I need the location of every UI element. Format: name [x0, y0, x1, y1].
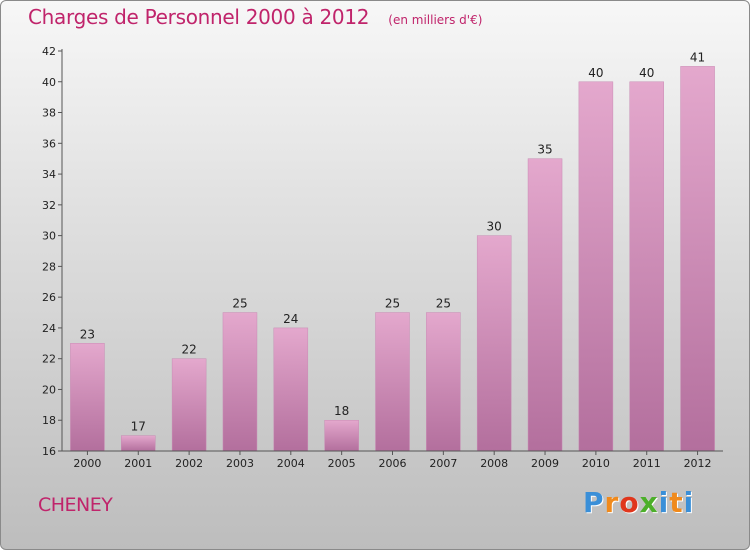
- y-tick-label: 24: [42, 322, 56, 335]
- x-tick-label: 2002: [175, 457, 203, 470]
- bar: [527, 158, 563, 452]
- bar: [476, 235, 512, 452]
- x-tick-label: 2003: [226, 457, 254, 470]
- x-tick-label: 2000: [73, 457, 101, 470]
- bar: [375, 312, 410, 452]
- value-label: 25: [436, 297, 451, 311]
- bar: [273, 327, 309, 452]
- bar: [680, 66, 715, 452]
- y-tick-label: 20: [42, 383, 56, 396]
- value-label: 41: [690, 50, 705, 64]
- bar: [426, 312, 461, 452]
- value-label: 17: [131, 420, 146, 434]
- y-tick-label: 26: [42, 291, 56, 304]
- x-tick-label: 2008: [480, 457, 508, 470]
- x-tick-label: 2012: [684, 457, 712, 470]
- labels-group: 16 18 20 22 24 26 28 30 32 34 36 38 40 42 2000 23 2001 17…: [42, 45, 712, 470]
- brand-letter: x: [639, 486, 659, 519]
- y-tick-label: 28: [42, 260, 56, 273]
- value-label: 30: [487, 220, 502, 234]
- title-row: Charges de Personnel 2000 à 2012 (en mil…: [28, 5, 482, 29]
- bar: [171, 358, 207, 452]
- y-tick-label: 18: [42, 414, 56, 427]
- y-tick-label: 16: [42, 445, 56, 458]
- brand-letter: r: [604, 486, 620, 519]
- brand-letter: i: [683, 486, 695, 519]
- chart-title: Charges de Personnel 2000 à 2012: [28, 5, 370, 29]
- bar: [70, 343, 105, 452]
- value-label: 40: [639, 66, 654, 80]
- brand-letter: t: [669, 486, 684, 519]
- y-tick-label: 30: [42, 230, 56, 243]
- value-label: 22: [181, 343, 196, 357]
- value-label: 18: [334, 404, 349, 418]
- bars-group: [70, 66, 715, 452]
- y-tick-label: 36: [42, 137, 56, 150]
- value-label: 35: [537, 143, 552, 157]
- y-tick-label: 22: [42, 353, 56, 366]
- x-tick-label: 2004: [277, 457, 305, 470]
- brand-logo: Proxiti: [583, 486, 694, 519]
- y-tick-label: 32: [42, 199, 56, 212]
- value-label: 24: [283, 312, 298, 326]
- x-tick-label: 2009: [531, 457, 559, 470]
- value-label: 23: [80, 327, 95, 341]
- bar: [121, 435, 156, 452]
- brand-letter: o: [619, 486, 640, 519]
- x-tick-label: 2007: [429, 457, 457, 470]
- y-tick-label: 42: [42, 45, 56, 58]
- x-tick-label: 2011: [633, 457, 661, 470]
- value-label: 40: [588, 66, 603, 80]
- x-tick-label: 2005: [328, 457, 356, 470]
- y-tick-label: 40: [42, 76, 56, 89]
- y-tick-label: 38: [42, 107, 56, 120]
- axes-group: [58, 49, 723, 455]
- bar: [222, 312, 258, 452]
- brand-letter: P: [583, 486, 605, 519]
- bar: [324, 419, 359, 452]
- brand-letter: i: [658, 486, 670, 519]
- x-tick-label: 2010: [582, 457, 610, 470]
- value-label: 25: [232, 297, 247, 311]
- y-tick-label: 34: [42, 168, 56, 181]
- commune-name: CHENEY: [38, 494, 113, 516]
- chart-unit: (en milliers d'€): [388, 13, 483, 27]
- bar: [578, 81, 614, 452]
- value-label: 25: [385, 297, 400, 311]
- x-tick-label: 2006: [379, 457, 407, 470]
- bar: [629, 81, 664, 452]
- x-tick-label: 2001: [124, 457, 152, 470]
